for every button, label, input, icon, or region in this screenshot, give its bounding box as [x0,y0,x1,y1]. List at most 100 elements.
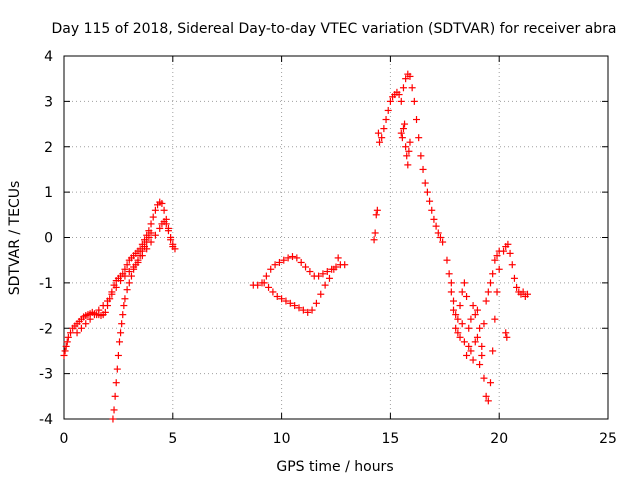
data-point [486,379,494,387]
data-point [447,288,455,296]
data-point [413,116,421,124]
data-point [273,292,281,300]
data-point [141,243,149,251]
data-point [399,125,407,133]
data-point [417,152,425,160]
data-point [167,236,175,244]
data-point [323,268,331,276]
data-point [463,351,471,359]
data-point [121,272,129,280]
data-point [164,227,172,235]
data-point [502,329,510,337]
data-point [114,351,122,359]
data-point [399,84,407,92]
data-point [397,97,405,105]
data-point [288,253,296,261]
data-point [421,179,429,187]
data-point [376,138,384,146]
data-point [158,199,166,207]
data-point [482,297,490,305]
axis-ticks [63,55,609,420]
data-point [513,283,521,291]
data-point [465,324,473,332]
data-point [315,272,323,280]
data-point [480,320,488,328]
data-point [260,279,268,287]
data-point [482,392,490,400]
data-point [491,256,499,264]
data-point [406,72,414,80]
data-point [99,302,107,310]
y-tick-labels: -4 -3 -2 -1 0 1 2 3 4 [39,49,53,428]
data-point [101,308,109,316]
data-point [90,311,98,319]
data-point [495,265,503,273]
data-point [317,290,325,298]
data-point [306,268,314,276]
data-point [295,304,303,312]
data-point [434,229,442,237]
x-tick-label: 15 [381,431,399,447]
y-tick-label: 4 [44,49,53,65]
data-point [404,161,412,169]
x-tick-label: 25 [599,431,617,447]
data-point [371,229,379,237]
data-point [278,295,286,303]
data-point [143,238,151,246]
data-point [67,329,75,337]
data-point [410,97,418,105]
data-point [469,302,477,310]
data-point [469,356,477,364]
data-point [149,213,157,221]
data-point [463,292,471,300]
data-point [458,288,466,296]
data-point [471,338,479,346]
data-point [454,329,462,337]
data-point [430,215,438,223]
data-point [406,138,414,146]
x-tick-label: 0 [60,431,69,447]
data-point [484,288,492,296]
data-point [95,306,103,314]
data-point [478,351,486,359]
data-point [254,281,262,289]
y-tick-label: -3 [39,367,53,383]
data-point [380,125,388,133]
data-point [86,315,94,323]
data-point [452,311,460,319]
data-point [151,231,159,239]
data-point [510,274,518,282]
data-point [132,261,140,269]
data-point [467,315,475,323]
data-point [118,320,126,328]
data-point [493,288,501,296]
data-point [330,265,338,273]
data-point [125,279,133,287]
data-point [500,247,508,255]
y-axis-label: SDTVAR / TECUs [7,181,23,296]
data-point [460,279,468,287]
data-point [476,324,484,332]
data-point [60,351,68,359]
data-point [450,297,458,305]
data-point [293,254,301,262]
data-point [271,261,279,269]
data-point [432,222,440,230]
data-point [120,302,128,310]
data-point [112,283,120,291]
data-point [113,365,121,373]
data-point [341,261,349,269]
data-point [269,288,277,296]
data-point [447,279,455,287]
data-point [491,315,499,323]
data-point [465,342,473,350]
data-point [169,243,177,251]
data-point [478,342,486,350]
data-point [319,270,327,278]
data-point [419,165,427,173]
data-point [108,290,116,298]
data-point [115,338,123,346]
data-point [370,236,378,244]
data-point [61,347,69,355]
